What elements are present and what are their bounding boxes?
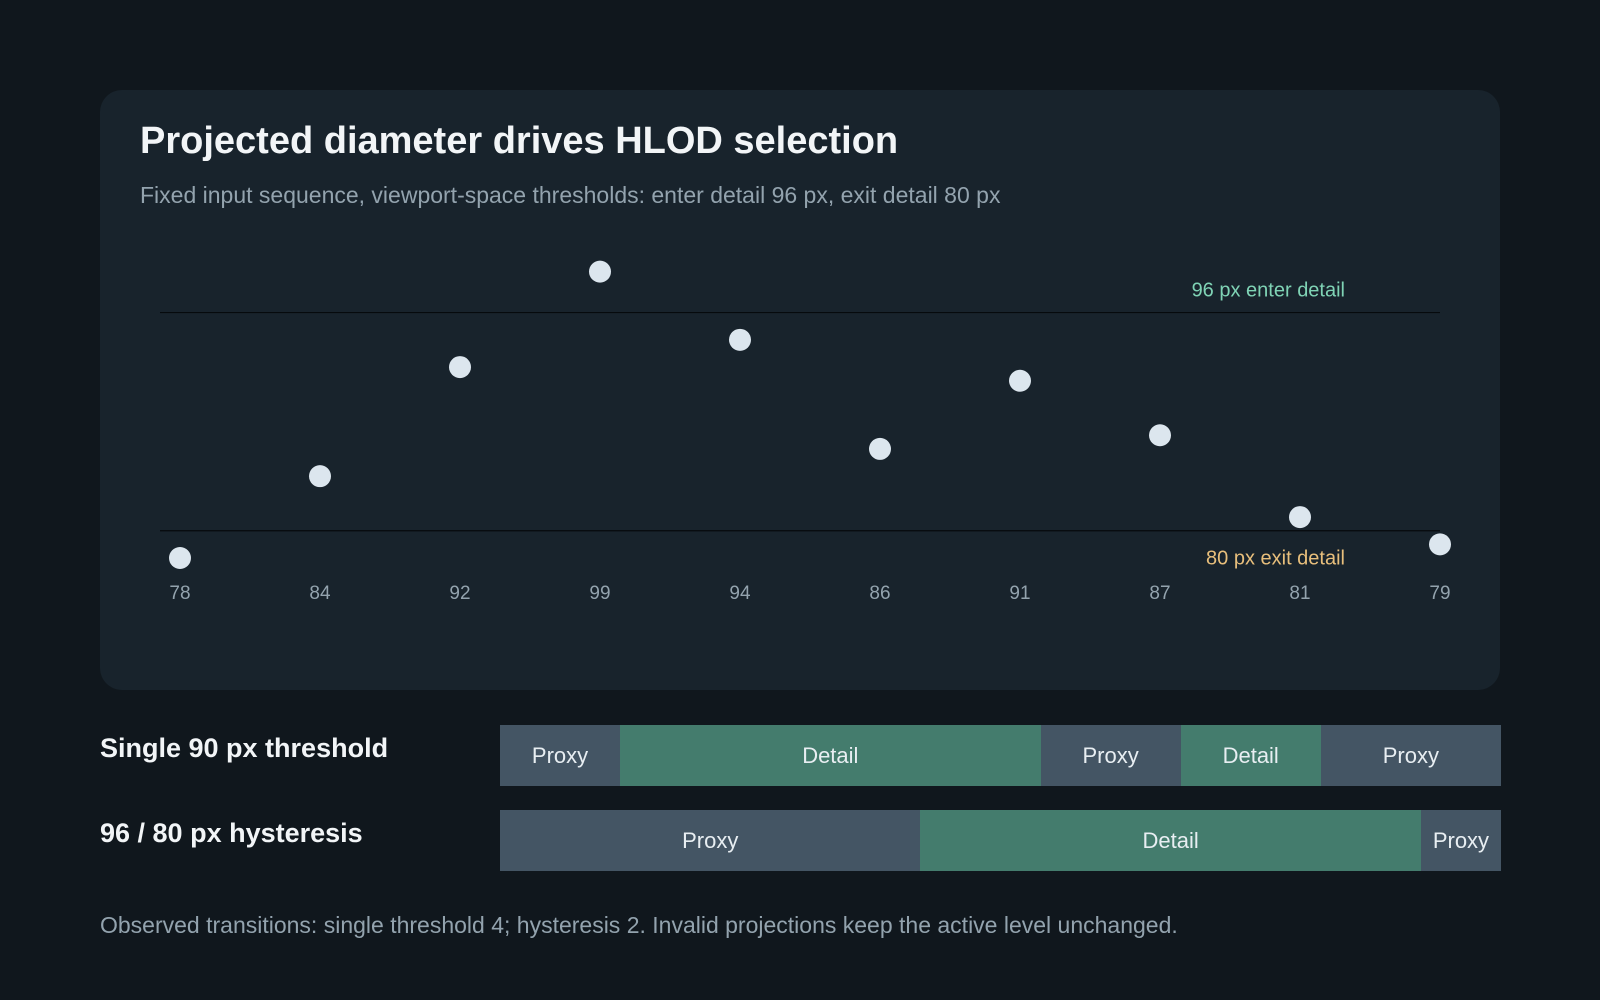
segment-detail: Detail	[920, 810, 1421, 871]
segment-proxy: Proxy	[500, 725, 621, 786]
segment-detail: Detail	[1180, 725, 1321, 786]
chart-subtitle: Fixed input sequence, viewport-space thr…	[140, 182, 1001, 208]
segment-proxy: Proxy	[1040, 725, 1181, 786]
chart-title: Projected diameter drives HLOD selection	[140, 120, 899, 162]
lane-label-hysteresis: 96 / 80 px hysteresis	[100, 818, 363, 848]
chart-card: Projected diameter drives HLOD selection…	[100, 90, 1500, 690]
timeline-hysteresis: Proxy Detail Proxy	[500, 810, 1501, 871]
segment-proxy: Proxy	[500, 810, 921, 871]
segment-proxy: Proxy	[1420, 810, 1501, 871]
segment-proxy: Proxy	[1320, 725, 1501, 786]
lane-label-single: Single 90 px threshold	[100, 733, 389, 763]
segment-detail: Detail	[620, 725, 1041, 786]
timeline-single-threshold: Proxy Detail Proxy Detail Proxy	[500, 725, 1501, 786]
footer-note: Observed transitions: single threshold 4…	[100, 912, 1178, 938]
